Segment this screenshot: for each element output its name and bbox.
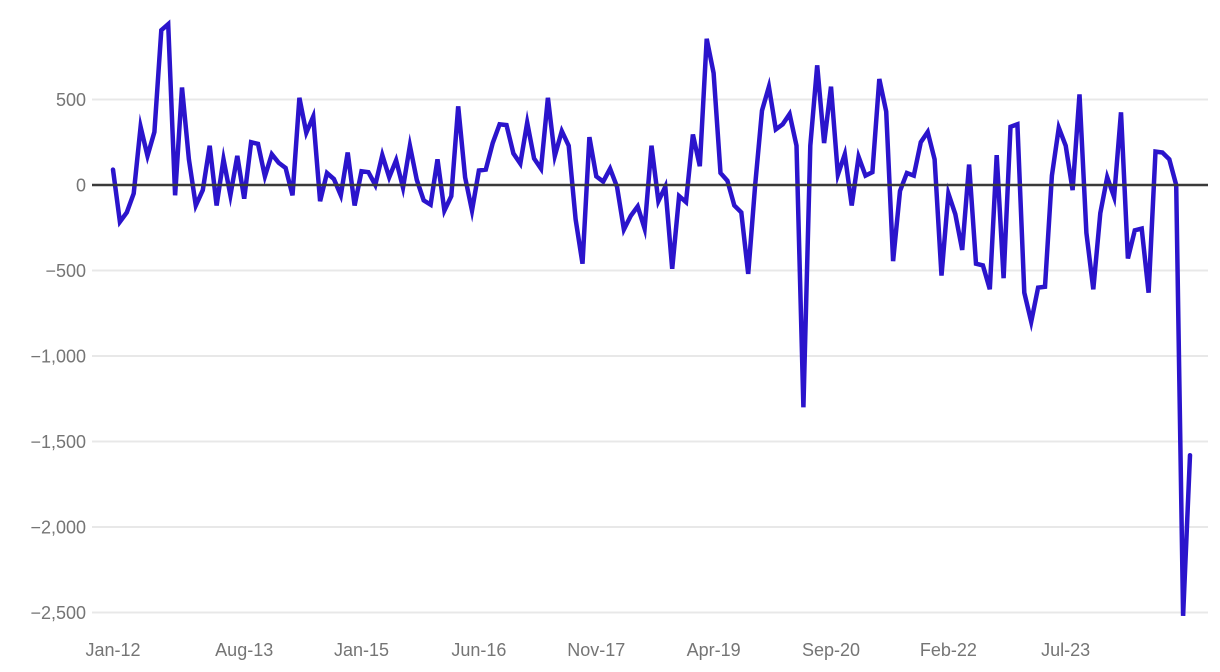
y-axis-tick-label: −1,500 xyxy=(30,432,86,452)
x-axis-tick-label: Sep-20 xyxy=(802,640,860,660)
series-polyline[interactable] xyxy=(110,19,1193,616)
y-axis-tick-label: 0 xyxy=(76,176,86,196)
x-axis-tick-label: Jun-16 xyxy=(451,640,506,660)
y-axis-tick-label: −500 xyxy=(45,261,86,281)
x-axis-tick-label: Jan-12 xyxy=(85,640,140,660)
y-axis-tick-label: 500 xyxy=(56,90,86,110)
x-axis-tick-label: Feb-22 xyxy=(920,640,977,660)
x-axis-tick-label: Jan-15 xyxy=(334,640,389,660)
x-axis-tick-label: Nov-17 xyxy=(567,640,625,660)
x-axis-tick-label: Aug-13 xyxy=(215,640,273,660)
y-axis-tick-label: −2,000 xyxy=(30,518,86,538)
y-axis-tick-label: −2,500 xyxy=(30,603,86,623)
x-axis-tick-label: Jul-23 xyxy=(1041,640,1090,660)
x-axis-tick-label: Apr-19 xyxy=(687,640,741,660)
y-axis-tick-label: −1,000 xyxy=(30,347,86,367)
